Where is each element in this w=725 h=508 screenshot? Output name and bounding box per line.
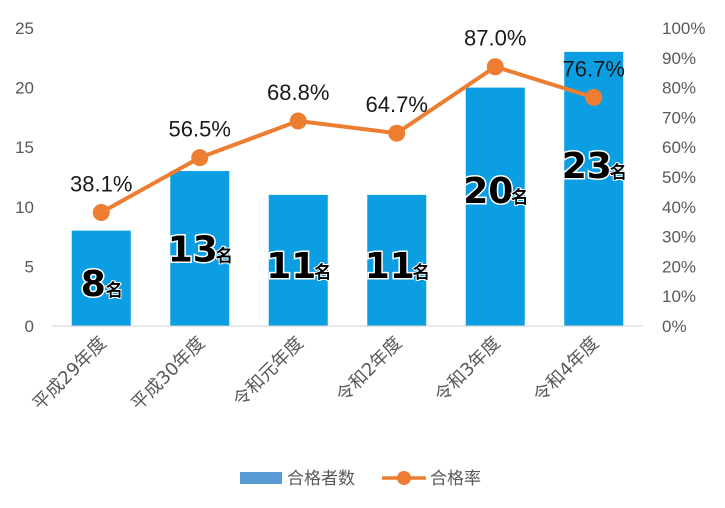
line-value-label: 87.0% — [464, 26, 526, 51]
right-tick-label: 30% — [662, 228, 696, 247]
legend-line-marker — [397, 471, 411, 485]
left-tick-label: 20 — [15, 79, 34, 98]
left-tick-label: 15 — [15, 138, 34, 157]
bar — [367, 194, 427, 326]
bar — [465, 87, 525, 326]
left-y-axis: 0 5 10 15 20 25 — [15, 19, 34, 336]
bar-value-label: 8 — [81, 264, 106, 305]
bar-value-label: 23 — [562, 146, 612, 187]
line-series — [92, 58, 603, 221]
right-tick-label: 70% — [662, 108, 696, 127]
line-path — [100, 64, 595, 215]
line-value-label: 38.1% — [70, 171, 132, 196]
category-label: 令和2年度 — [332, 333, 406, 407]
bar-value-label: 11 — [365, 246, 415, 287]
line-point — [289, 112, 307, 130]
right-tick-label: 40% — [662, 198, 696, 217]
bar-value-unit: 名 — [106, 280, 123, 301]
line-point — [191, 149, 209, 167]
bar-value-label: 20 — [463, 171, 513, 212]
line-point — [486, 58, 504, 76]
right-tick-label: 60% — [662, 138, 696, 157]
left-tick-label: 0 — [25, 317, 34, 336]
bar-value-label: 11 — [266, 246, 316, 287]
right-tick-label: 50% — [662, 168, 696, 187]
category-label: 令和元年度 — [229, 333, 307, 411]
line-point — [92, 203, 110, 221]
right-tick-label: 20% — [662, 257, 696, 276]
bar — [71, 230, 131, 326]
bar-value-unit: 名 — [314, 262, 331, 283]
category-label: 令和3年度 — [431, 333, 505, 407]
line-point — [585, 88, 603, 106]
bar-value-unit: 名 — [413, 262, 430, 283]
bar-value-unit: 名 — [511, 187, 528, 208]
right-y-axis: 0% 10% 20% 30% 40% 50% 60% 70% 80% 90% 100% — [662, 19, 705, 336]
right-tick-label: 0% — [662, 317, 687, 336]
bar-series — [71, 51, 624, 327]
category-label: 平成29年度 — [29, 333, 111, 415]
bar — [268, 194, 328, 326]
left-tick-label: 10 — [15, 198, 34, 217]
legend-line-label: 合格率 — [430, 469, 481, 489]
line-value-label: 64.7% — [366, 92, 428, 117]
legend-bar-swatch — [240, 472, 282, 484]
legend: 合格者数 合格率 — [240, 469, 481, 489]
bar-value-unit: 名 — [216, 246, 233, 267]
right-tick-label: 100% — [662, 19, 705, 38]
category-axis-labels: 平成29年度 平成30年度 令和元年度 令和2年度 令和3年度 令和4年度 — [29, 333, 603, 415]
bar — [170, 171, 230, 326]
right-tick-label: 80% — [662, 79, 696, 98]
bar-value-label: 13 — [168, 230, 218, 271]
line-point — [388, 124, 406, 142]
line-value-label: 68.8% — [267, 80, 329, 105]
right-tick-label: 90% — [662, 49, 696, 68]
category-label: 平成30年度 — [127, 333, 209, 415]
line-value-label: 76.7% — [563, 56, 625, 81]
legend-bar-label: 合格者数 — [287, 469, 355, 489]
line-data-labels: 38.1% 56.5% 68.8% 64.7% 87.0% 76.7% — [70, 26, 625, 197]
left-tick-label: 25 — [15, 19, 34, 38]
left-tick-label: 5 — [25, 257, 34, 276]
bar-value-unit: 名 — [610, 162, 627, 183]
right-tick-label: 10% — [662, 287, 696, 306]
line-value-label: 56.5% — [169, 117, 231, 142]
category-label: 令和4年度 — [529, 333, 603, 407]
